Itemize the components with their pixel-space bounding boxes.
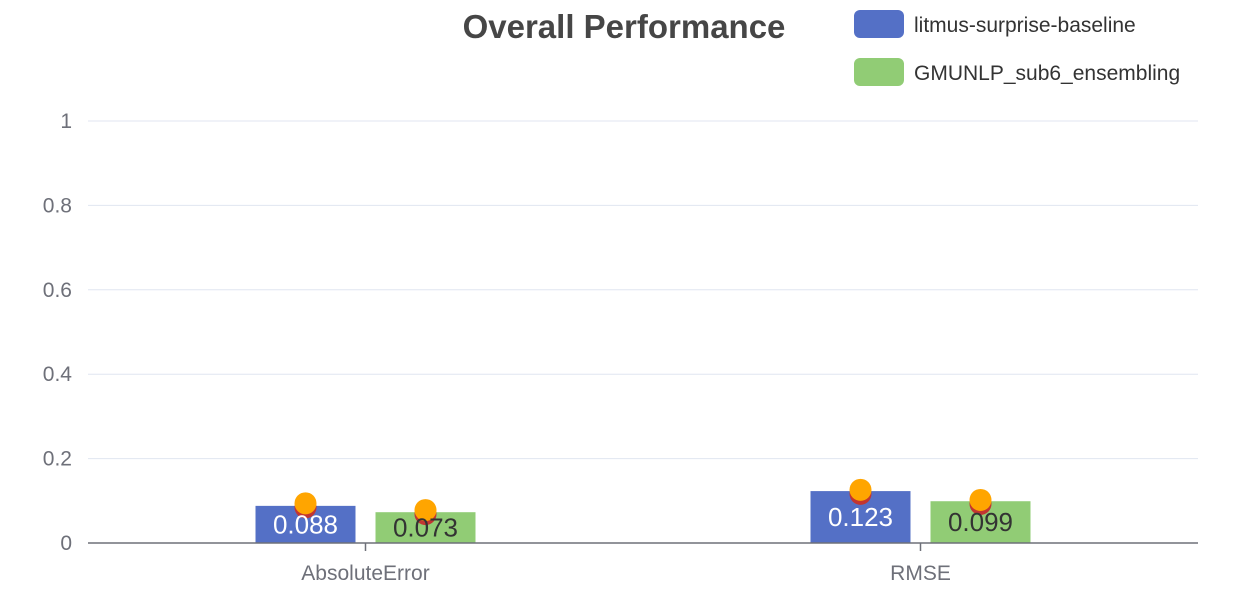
y-tick-label: 0.6 (43, 279, 72, 302)
legend-swatch[interactable] (854, 10, 904, 38)
chart-title: Overall Performance (463, 8, 786, 45)
marker-point (849, 478, 872, 501)
bars (255, 491, 1031, 543)
grid-lines (88, 120, 1198, 460)
bar-value-label: 0.099 (948, 507, 1013, 537)
legend-swatch[interactable] (854, 58, 904, 86)
bar-labels: 0.088 0.073 0.123 0.099 (273, 502, 1013, 543)
bar-value-label: 0.088 (273, 509, 338, 539)
legend-label[interactable]: litmus-surprise-baseline (914, 14, 1136, 37)
y-tick-label: 1 (60, 110, 72, 133)
legend-label[interactable]: GMUNLP_sub6_ensembling (914, 62, 1180, 85)
y-tick-label: 0.4 (43, 363, 73, 386)
x-tick-label: AbsoluteError (301, 562, 429, 585)
markers (294, 478, 992, 526)
legend: litmus-surprise-baseline GMUNLP_sub6_ense… (854, 10, 1180, 86)
y-tick-label: 0.2 (43, 448, 72, 471)
bar-value-label: 0.123 (828, 502, 893, 532)
y-tick-label: 0 (60, 532, 72, 555)
y-axis-ticks: 0 0.2 0.4 0.6 0.8 1 (43, 110, 73, 555)
bar-value-label: 0.073 (393, 513, 458, 543)
x-tick-label: RMSE (890, 562, 951, 585)
marker-point (294, 492, 317, 515)
marker-point (414, 499, 437, 522)
x-axis: AbsoluteError RMSE (88, 542, 1198, 585)
y-tick-label: 0.8 (43, 194, 72, 217)
marker-point (969, 488, 992, 511)
